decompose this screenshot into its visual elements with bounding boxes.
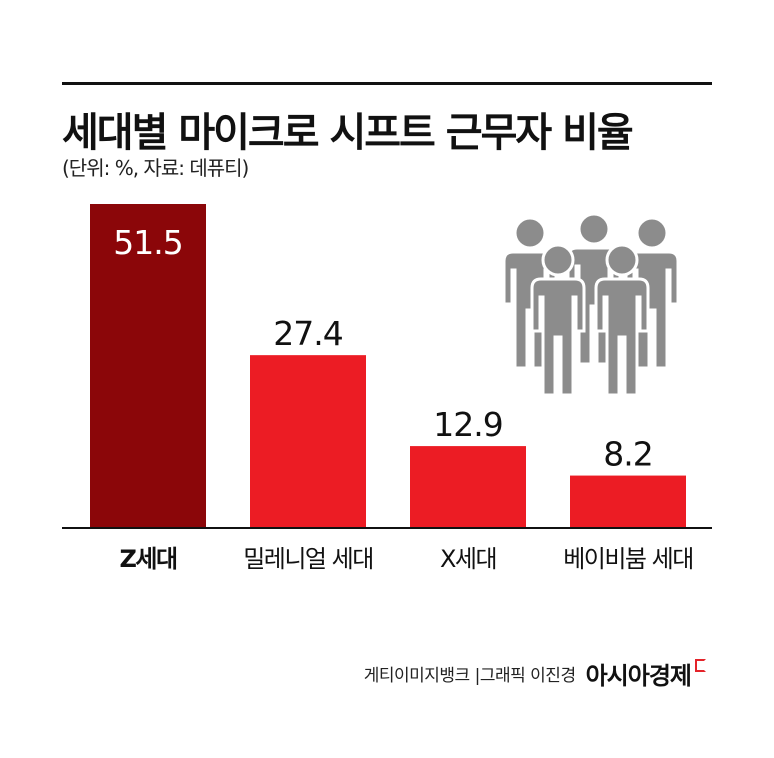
bar-chart: 51.5 Z세대 27.4 밀레니얼 세대 12.9 X세대 8.2 베이비붐 세대 (62, 204, 712, 573)
footer: 게티이미지뱅크 | 그래픽 이진경 아시아경제 (364, 656, 706, 691)
data-label-4: 8.2 (603, 435, 652, 474)
category-label-3: X세대 (440, 545, 496, 573)
bar-1 (90, 204, 206, 527)
brand-mark-icon (695, 659, 706, 672)
photo-credit: 게티이미지뱅크 | (363, 666, 481, 686)
person-front-right-icon (594, 243, 650, 397)
people-group-icon (502, 212, 680, 397)
data-label-3: 12.9 (433, 405, 502, 444)
bar-4 (570, 475, 686, 527)
category-label-4: 베이비붐 세대 (563, 545, 693, 573)
chart-subtitle: (단위: %, 자료: 데퓨티) (62, 156, 249, 180)
data-label-2: 27.4 (273, 314, 342, 353)
person-front-left-icon (530, 243, 586, 397)
bar-2 (250, 355, 366, 527)
bars-group: 51.5 Z세대 27.4 밀레니얼 세대 12.9 X세대 8.2 베이비붐 세대 (90, 204, 694, 573)
top-rule (62, 82, 712, 85)
chart-title: 세대별 마이크로 시프트 근무자 비율 (62, 110, 634, 156)
data-label-1: 51.5 (113, 223, 182, 262)
category-label-2: 밀레니얼 세대 (243, 545, 373, 573)
category-label-1: Z세대 (119, 545, 176, 573)
graphic-credit: 그래픽 이진경 (479, 666, 576, 686)
brand-logo: 아시아경제 (585, 662, 692, 690)
bar-3 (410, 446, 526, 527)
